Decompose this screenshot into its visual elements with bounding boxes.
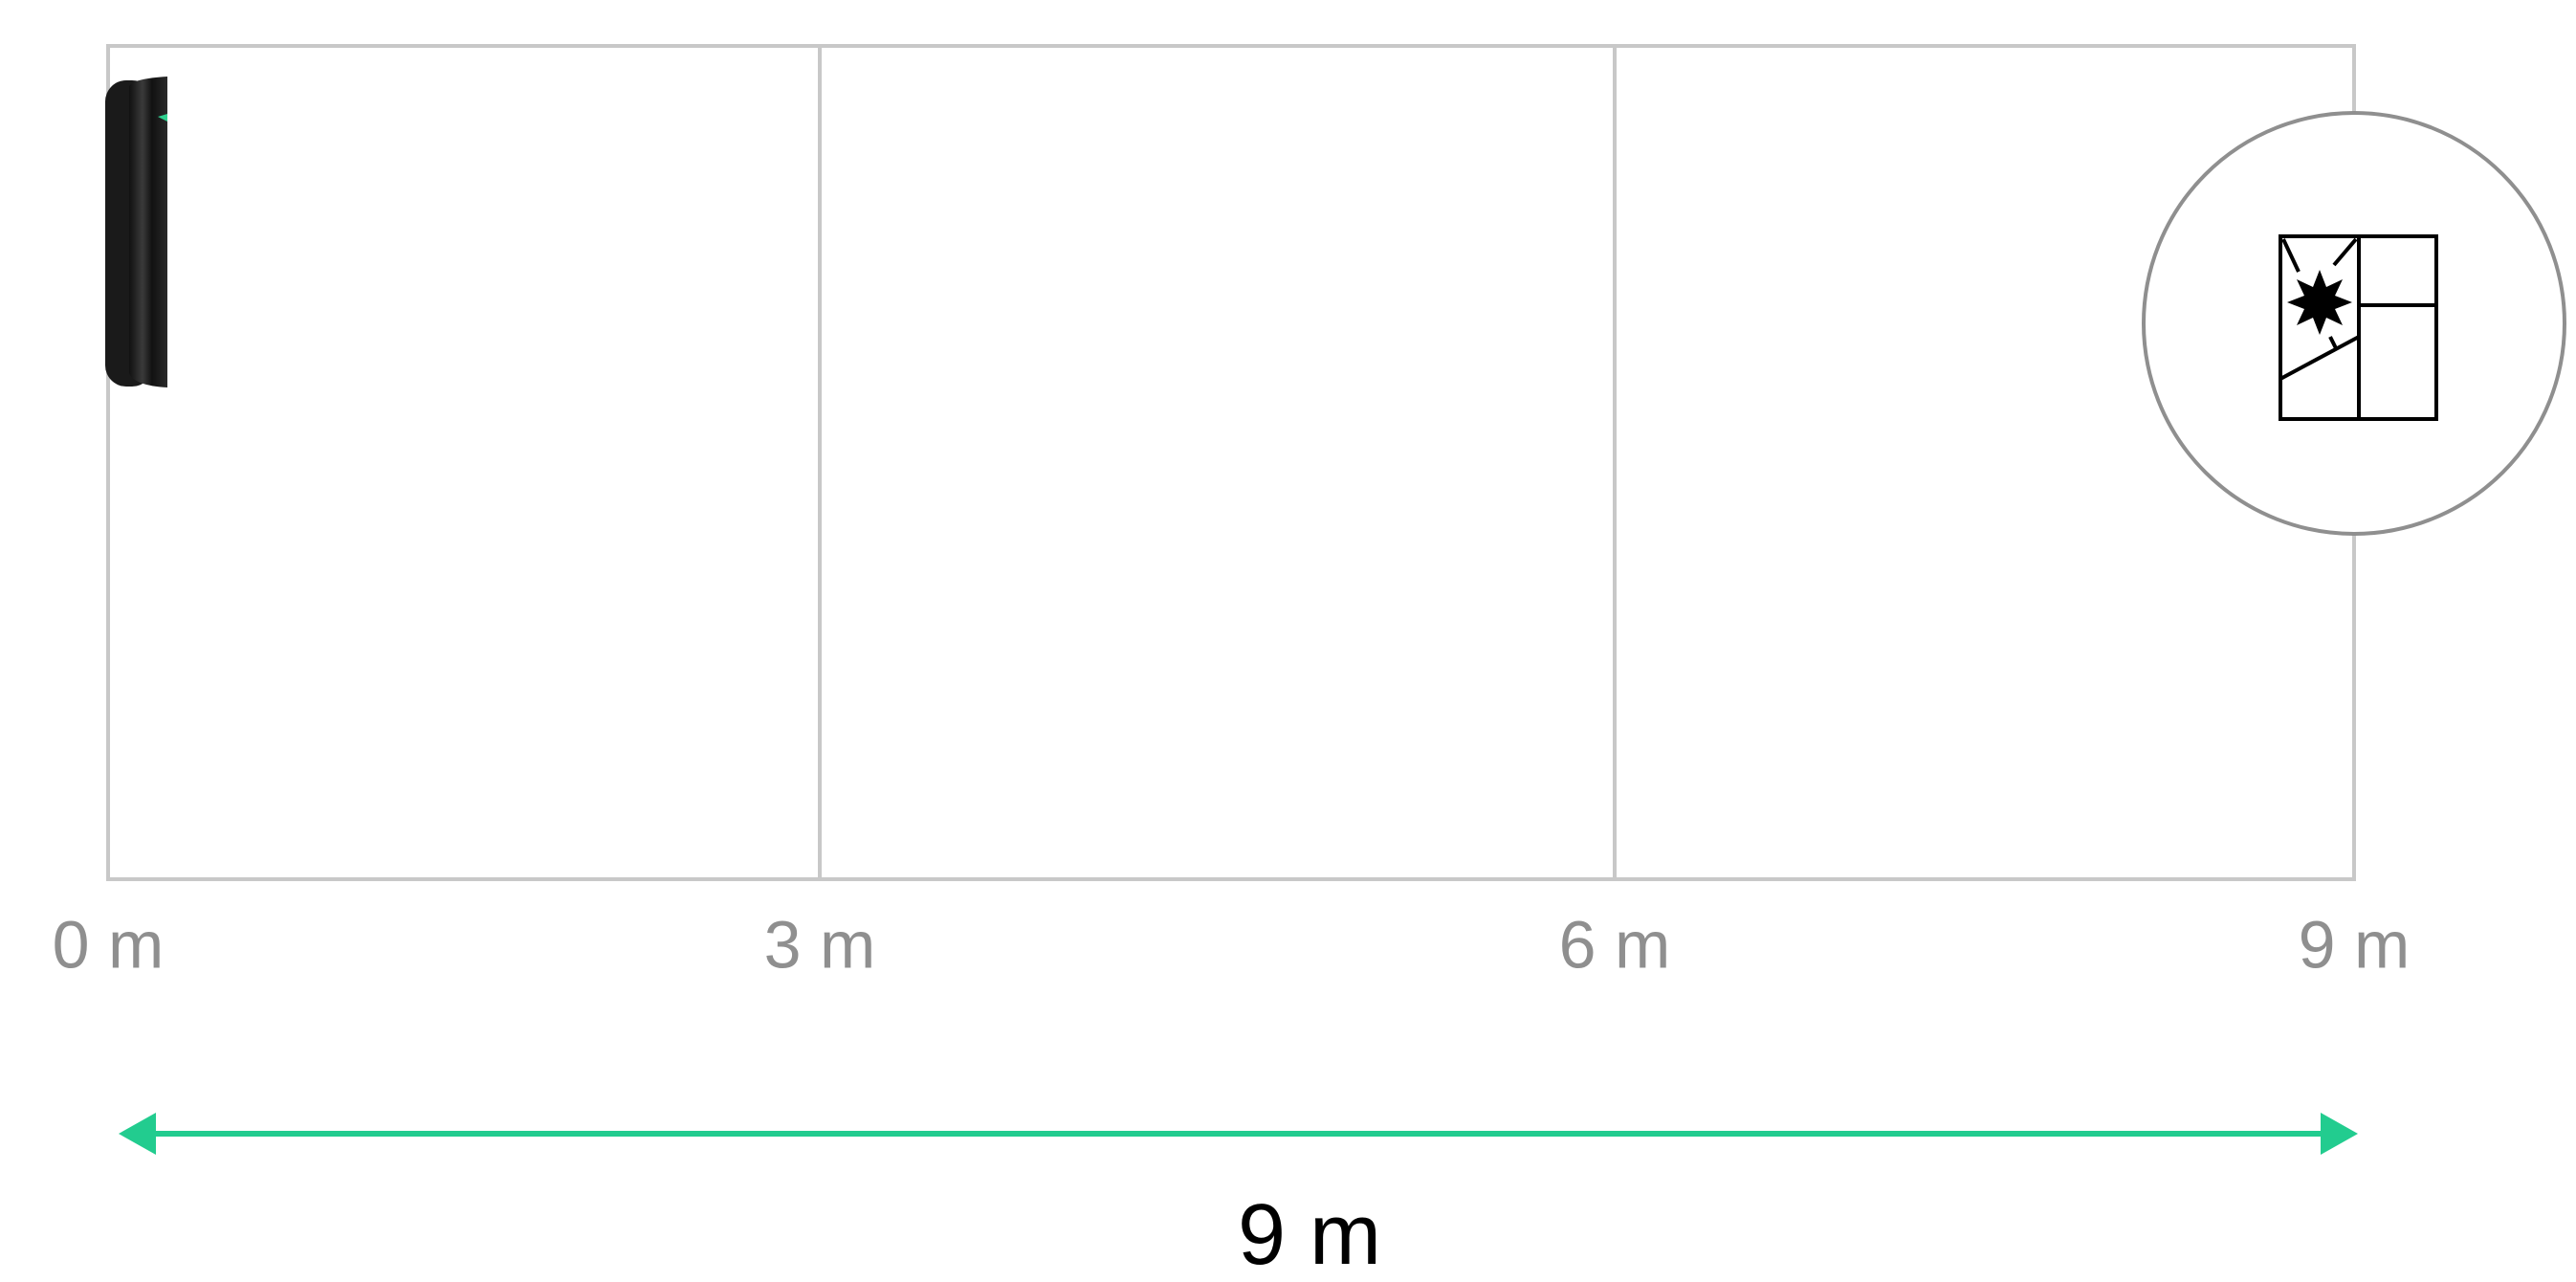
dimension-label: 9 m	[1238, 1187, 1381, 1282]
scale-label: 9 m	[2299, 907, 2411, 982]
glass-break-icon	[2144, 113, 2565, 534]
scale-label: 0 m	[53, 907, 165, 982]
dimension-arrow	[119, 1113, 2358, 1155]
scale-label: 3 m	[764, 907, 876, 982]
room-grid	[108, 46, 2354, 879]
page: 0 m 3 m 6 m 9 m 9 m (() => { const data …	[0, 0, 2576, 1282]
distance-diagram: 0 m 3 m 6 m 9 m 9 m	[0, 0, 2576, 1282]
sensor-device	[105, 77, 167, 387]
scale-label: 6 m	[1559, 907, 1671, 982]
room-outline	[108, 46, 2354, 879]
